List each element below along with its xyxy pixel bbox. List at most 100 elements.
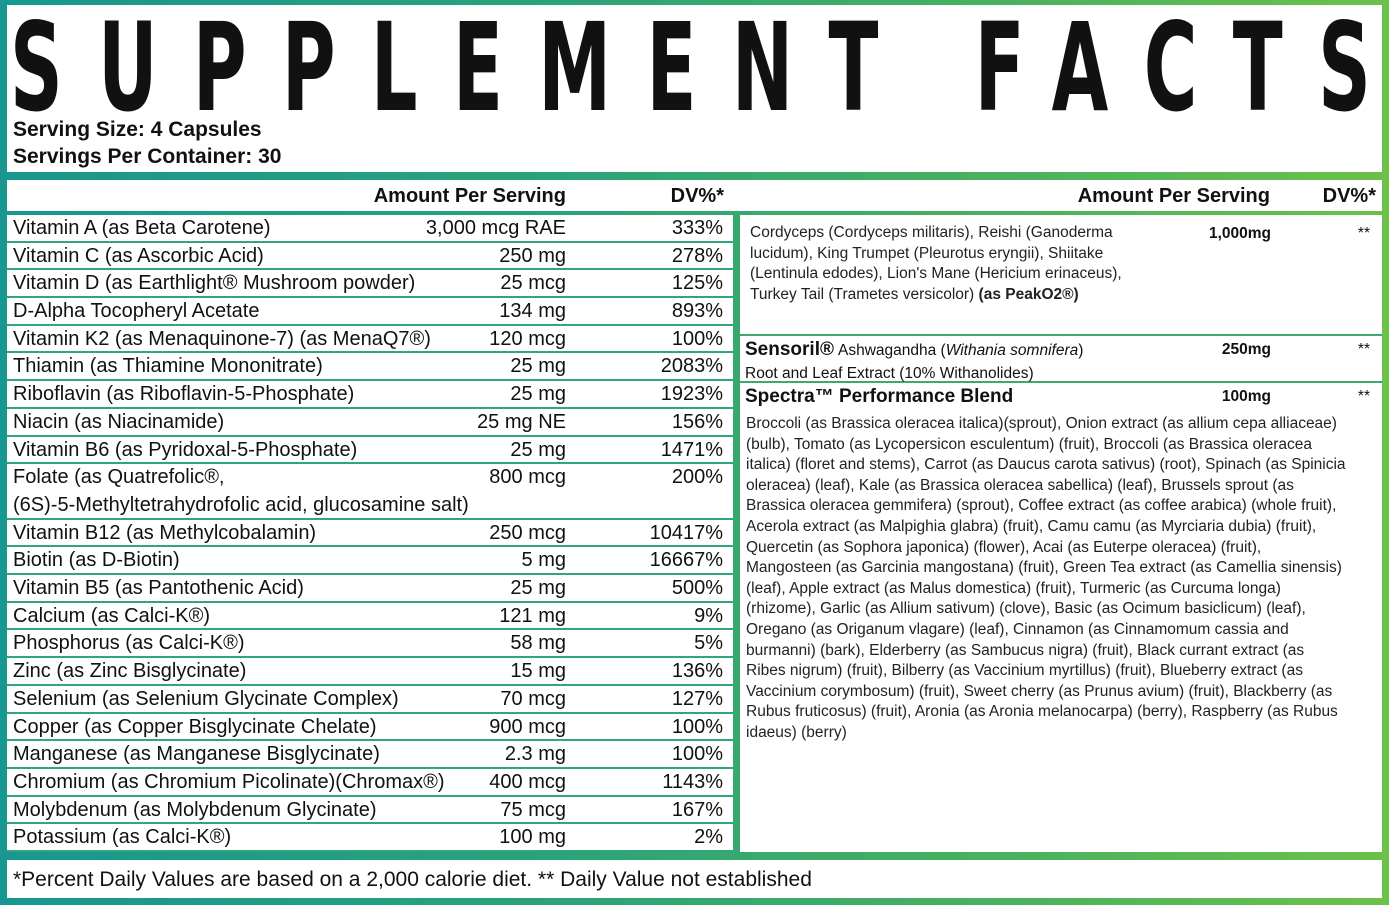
- left-table: Vitamin A (as Beta Carotene) 3,000 mcg RA…: [7, 215, 733, 852]
- daily-value: 136%: [671, 660, 723, 683]
- brand: Sensoril®: [745, 339, 834, 360]
- daily-value: 9%: [694, 604, 723, 627]
- amount: 100 mg: [497, 826, 566, 850]
- ingredients-source: (as PeakO2®): [978, 285, 1079, 303]
- daily-value: 1923%: [660, 383, 723, 406]
- daily-value: 16667%: [649, 549, 723, 572]
- right-table: Cordyceps (Cordyceps militaris), Reishi …: [740, 215, 1382, 852]
- blend-row: Cordyceps (Cordyceps militaris), Reishi …: [740, 215, 1382, 336]
- table-row: Manganese (as Manganese Bisglycinate) 2.3…: [7, 741, 733, 769]
- daily-value: 127%: [671, 687, 723, 710]
- daily-value: 333%: [671, 217, 723, 239]
- table-row: Molybdenum (as Molybdenum Glycinate) 75 m…: [7, 797, 733, 825]
- blend-name: Sensoril® Ashwagandha (Withania somnifera…: [745, 339, 1083, 361]
- amount: 800 mcg: [487, 466, 566, 490]
- daily-value: **: [1357, 225, 1370, 242]
- nutrient-name: Vitamin B12 (as Methylcobalamin): [13, 521, 317, 544]
- amount: 900 mcg: [487, 715, 566, 739]
- daily-value: 2%: [694, 826, 723, 849]
- table-row: Chromium (as Chromium Picolinate)(Chroma…: [7, 769, 733, 797]
- nutrient-name: Vitamin K2 (as Menaquinone-7) (as MenaQ7…: [13, 327, 431, 350]
- nutrient-name: Niacin (as Niacinamide): [13, 410, 225, 433]
- table-row: Vitamin B5 (as Pantothenic Acid) 25 mg 500…: [7, 575, 733, 603]
- nutrient-name: Vitamin B5 (as Pantothenic Acid): [13, 577, 304, 600]
- table-row: Vitamin A (as Beta Carotene) 3,000 mcg RA…: [7, 215, 733, 243]
- nutrient-name: Vitamin D (as Earthlight® Mushroom powde…: [13, 272, 416, 295]
- table-row: Riboflavin (as Riboflavin-5-Phosphate) 25…: [7, 381, 733, 409]
- nutrient-name: Zinc (as Zinc Bisglycinate): [13, 660, 247, 683]
- amount: 2.3 mg: [502, 743, 566, 767]
- amount: 250 mcg: [487, 521, 566, 545]
- amount: 3,000 mcg RAE: [423, 217, 566, 240]
- amount: 400 mcg: [487, 770, 566, 794]
- detail: Root and Leaf Extract (10% Withanolides): [745, 365, 1034, 382]
- column-header: Amount Per Serving: [1077, 185, 1270, 207]
- column-header-row: Amount Per Serving DV%* Amount Per Servi…: [7, 180, 1382, 211]
- table-row: Vitamin B6 (as Pyridoxal-5-Phosphate) 25 …: [7, 437, 733, 465]
- ingredients: Cordyceps (Cordyceps militaris), Reishi …: [750, 223, 1130, 305]
- daily-value: **: [1357, 388, 1370, 405]
- amount: 250 mg: [497, 244, 566, 268]
- daily-value: 200%: [671, 466, 723, 489]
- table-row: Thiamin (as Thiamine Mononitrate) 25 mg 20…: [7, 353, 733, 382]
- amount: 15 mg: [508, 660, 566, 684]
- daily-value: 1143%: [662, 770, 723, 793]
- amount: 25 mcg: [498, 272, 566, 296]
- nutrient-name: Folate (as Quatrefolic®,: [13, 466, 225, 489]
- latin-name: Withania somnifera: [945, 342, 1079, 359]
- nutrient-name: Chromium (as Chromium Picolinate)(Chroma…: [13, 770, 445, 793]
- table-row: Calcium (as Calci-K®) 121 mg 9%: [7, 603, 733, 631]
- amount: 25 mg: [508, 577, 566, 601]
- table-row: Vitamin K2 (as Menaquinone-7) (as MenaQ7…: [7, 326, 733, 354]
- column-header: Amount Per Serving: [373, 185, 566, 207]
- daily-value: 167%: [671, 798, 723, 821]
- name: ): [1078, 342, 1084, 359]
- column-header: DV%*: [670, 185, 724, 207]
- amount: 100mg: [1221, 388, 1271, 405]
- name: Ashwagandha (: [837, 342, 946, 359]
- amount: 75 mcg: [498, 798, 566, 822]
- nutrient-name: Biotin (as D-Biotin): [13, 549, 180, 572]
- amount: 120 mcg: [487, 327, 566, 351]
- header-box: SUPPLEMENT FACTS Serving Size: 4 Capsule…: [7, 5, 1382, 172]
- table-row: Folate (as Quatrefolic®, (6S)-5-Methyltet…: [7, 464, 733, 520]
- amount: 121 mg: [497, 604, 566, 628]
- table-row: Vitamin B12 (as Methylcobalamin) 250 mcg 1…: [7, 520, 733, 548]
- amount: 5 mg: [519, 549, 566, 573]
- table-row: D-Alpha Tocopheryl Acetate 134 mg 893%: [7, 298, 733, 326]
- servings-per-container: Servings Per Container: 30: [13, 145, 282, 168]
- nutrient-name: Selenium (as Selenium Glycinate Complex): [13, 687, 399, 710]
- table-row: Selenium (as Selenium Glycinate Complex)…: [7, 686, 733, 714]
- amount: 25 mg: [508, 383, 566, 407]
- amount: 1,000mg: [1208, 225, 1271, 242]
- daily-value: 500%: [671, 577, 723, 600]
- nutrient-name: Manganese (as Manganese Bisglycinate): [13, 743, 380, 766]
- daily-value: 100%: [671, 715, 723, 738]
- blend-name: Spectra™ Performance Blend: [745, 386, 1014, 407]
- ingredients: Broccoli (as Brassica oleracea italica)(…: [746, 415, 1346, 741]
- nutrient-name: D-Alpha Tocopheryl Acetate: [13, 300, 260, 323]
- nutrient-name: Copper (as Copper Bisglycinate Chelate): [13, 715, 377, 738]
- amount: 70 mcg: [498, 687, 566, 711]
- amount: 250mg: [1221, 341, 1271, 358]
- daily-value: 2083%: [660, 355, 723, 378]
- amount: 134 mg: [497, 300, 566, 324]
- nutrient-name: Vitamin B6 (as Pyridoxal-5-Phosphate): [13, 438, 358, 461]
- title: SUPPLEMENT FACTS: [10, 5, 1371, 125]
- daily-value: 5%: [694, 632, 723, 655]
- daily-value: 156%: [671, 410, 723, 433]
- nutrient-name: Phosphorus (as Calci-K®): [13, 632, 245, 655]
- nutrient-name: (6S)-5-Methyltetrahydrofolic acid, gluco…: [13, 493, 469, 516]
- table-row: Niacin (as Niacinamide) 25 mg NE 156%: [7, 409, 733, 437]
- nutrient-name: Molybdenum (as Molybdenum Glycinate): [13, 798, 377, 821]
- column-header: DV%*: [1322, 185, 1376, 207]
- nutrient-name: Calcium (as Calci-K®): [13, 604, 210, 627]
- table-row: Vitamin C (as Ascorbic Acid) 250 mg 278%: [7, 243, 733, 271]
- table-row: Zinc (as Zinc Bisglycinate) 15 mg 136%: [7, 658, 733, 686]
- daily-value: 1471%: [660, 438, 723, 461]
- serving-size: Serving Size: 4 Capsules: [13, 118, 262, 141]
- daily-value: **: [1357, 341, 1370, 358]
- footer-box: *Percent Daily Values are based on a 2,0…: [7, 860, 1382, 898]
- table-row: Copper (as Copper Bisglycinate Chelate) 9…: [7, 714, 733, 742]
